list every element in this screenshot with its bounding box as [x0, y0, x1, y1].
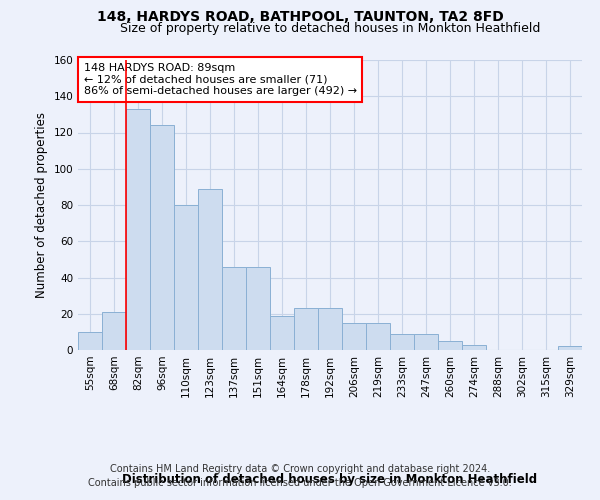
Bar [246, 266, 270, 350]
Bar [78, 332, 102, 350]
Bar [342, 323, 366, 350]
Title: Size of property relative to detached houses in Monkton Heathfield: Size of property relative to detached ho… [120, 22, 540, 35]
Bar [174, 205, 198, 350]
Bar [462, 344, 486, 350]
Text: 148 HARDYS ROAD: 89sqm
← 12% of detached houses are smaller (71)
86% of semi-det: 148 HARDYS ROAD: 89sqm ← 12% of detached… [83, 63, 356, 96]
Text: Contains HM Land Registry data © Crown copyright and database right 2024.
Contai: Contains HM Land Registry data © Crown c… [88, 464, 512, 487]
Bar [294, 308, 318, 350]
X-axis label: Distribution of detached houses by size in Monkton Heathfield: Distribution of detached houses by size … [122, 474, 538, 486]
Bar [270, 316, 294, 350]
Bar [150, 125, 174, 350]
Bar [558, 346, 582, 350]
Y-axis label: Number of detached properties: Number of detached properties [35, 112, 48, 298]
Bar [126, 109, 150, 350]
Bar [198, 188, 222, 350]
Text: 148, HARDYS ROAD, BATHPOOL, TAUNTON, TA2 8FD: 148, HARDYS ROAD, BATHPOOL, TAUNTON, TA2… [97, 10, 503, 24]
Bar [222, 266, 246, 350]
Bar [438, 341, 462, 350]
Bar [414, 334, 438, 350]
Bar [102, 312, 126, 350]
Bar [318, 308, 342, 350]
Bar [390, 334, 414, 350]
Bar [366, 323, 390, 350]
